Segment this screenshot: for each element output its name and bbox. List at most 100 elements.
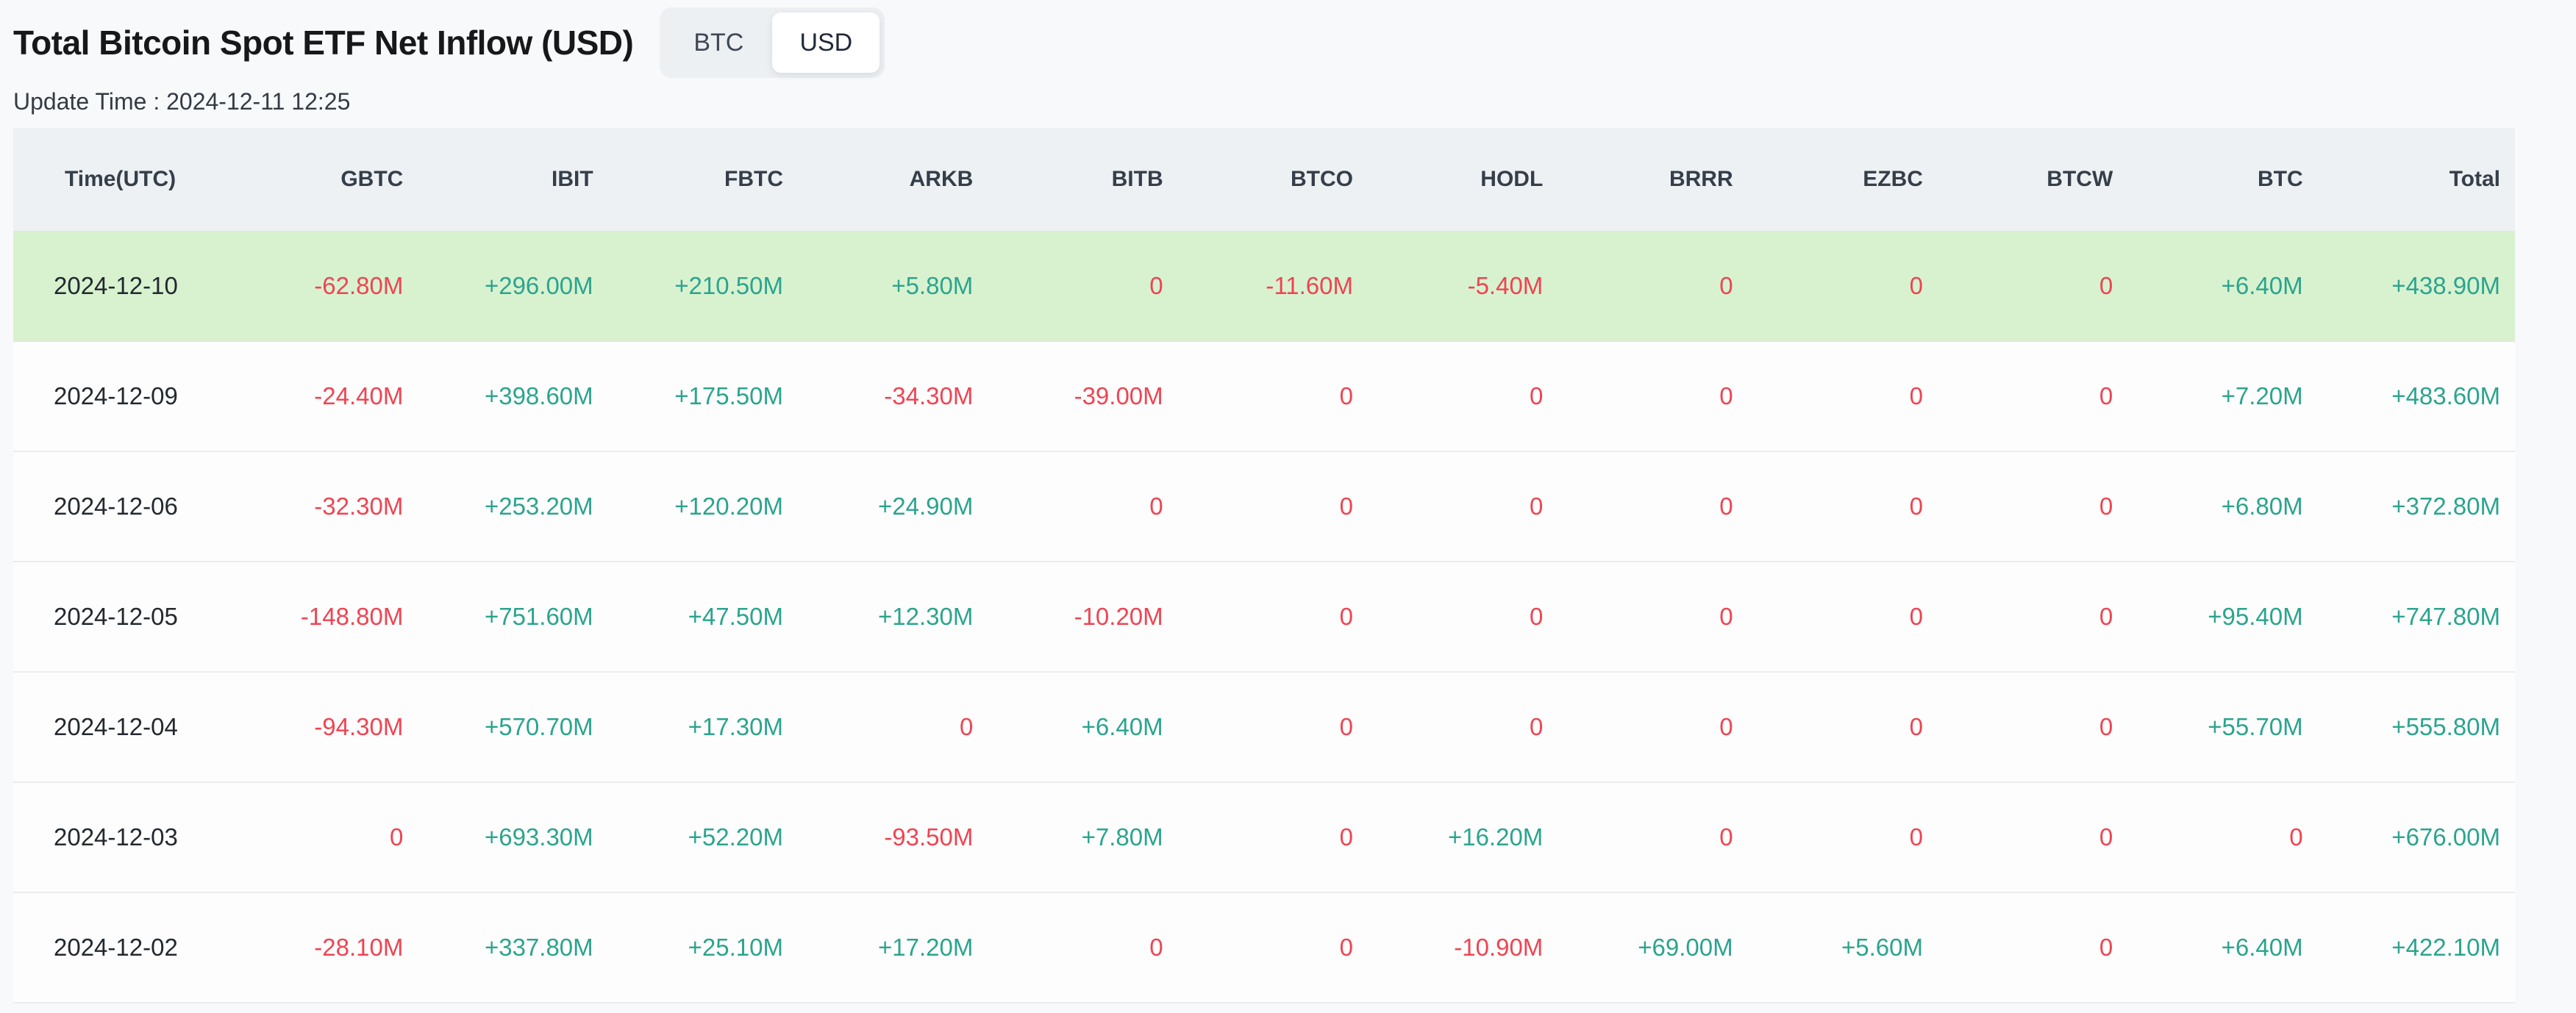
value-cell: +676.00M: [2325, 782, 2515, 893]
etf-table: Time(UTC) GBTC IBIT FBTC ARKB BITB BTCO HODL BRR…: [13, 128, 2515, 1003]
value-cell: +296.00M: [425, 231, 616, 342]
value-cell: +5.60M: [1755, 892, 1945, 1003]
header-cell-arkb: ARKB: [804, 128, 996, 231]
value-cell: +5.80M: [804, 231, 996, 342]
header-cell-bitb: BITB: [995, 128, 1185, 231]
table-row: 2024-12-03 0 +693.30M +52.20M -93.50M +7.80M 0…: [13, 782, 2515, 893]
value-cell: 0: [1755, 672, 1945, 783]
value-cell: +6.40M: [995, 672, 1185, 783]
value-cell: 0: [1565, 782, 1755, 893]
header-cell-time-utc-: Time(UTC): [13, 128, 235, 231]
value-cell: +55.70M: [2135, 672, 2325, 783]
value-cell: +7.20M: [2135, 341, 2325, 452]
value-cell: 0: [1374, 672, 1566, 783]
table-row: 2024-12-09 -24.40M +398.60M +175.50M -34.30M…: [13, 341, 2515, 452]
header-cell-total: Total: [2325, 128, 2515, 231]
value-cell: 0: [1374, 562, 1566, 673]
value-cell: +7.80M: [995, 782, 1185, 893]
value-cell: -93.50M: [804, 782, 996, 893]
header-cell-fbtc: FBTC: [615, 128, 805, 231]
value-cell: 0: [1185, 782, 1375, 893]
header-cell-hodl: HODL: [1374, 128, 1566, 231]
value-cell: 0: [1944, 562, 2136, 673]
value-cell: +438.90M: [2325, 231, 2515, 342]
header-cell-ezbc: EZBC: [1755, 128, 1945, 231]
header-cell-btc: BTC: [2135, 128, 2325, 231]
value-cell: -11.60M: [1185, 231, 1375, 342]
value-cell: 0: [1185, 341, 1375, 452]
value-cell: +555.80M: [2325, 672, 2515, 783]
value-cell: 0: [1944, 672, 2136, 783]
value-cell: 0: [995, 231, 1185, 342]
value-cell: 0: [1755, 562, 1945, 673]
value-cell: +25.10M: [615, 892, 805, 1003]
table-row: 2024-12-06 -32.30M +253.20M +120.20M +24.90M…: [13, 451, 2515, 562]
header-cell-ibit: IBIT: [425, 128, 616, 231]
value-cell: 0: [1565, 451, 1755, 562]
date-cell: 2024-12-06: [13, 451, 235, 562]
value-cell: 0: [1374, 451, 1566, 562]
value-cell: -39.00M: [995, 341, 1185, 452]
value-cell: 0: [1565, 231, 1755, 342]
value-cell: 0: [1565, 672, 1755, 783]
header-cell-brrr: BRRR: [1565, 128, 1755, 231]
value-cell: +17.20M: [804, 892, 996, 1003]
date-cell: 2024-12-10: [13, 231, 235, 342]
date-cell: 2024-12-02: [13, 892, 235, 1003]
date-cell: 2024-12-05: [13, 562, 235, 673]
date-cell: 2024-12-09: [13, 341, 235, 452]
value-cell: +52.20M: [615, 782, 805, 893]
value-cell: 0: [1185, 451, 1375, 562]
value-cell: +47.50M: [615, 562, 805, 673]
value-cell: 0: [1944, 892, 2136, 1003]
value-cell: -94.30M: [235, 672, 426, 783]
value-cell: -148.80M: [235, 562, 426, 673]
value-cell: 0: [1565, 562, 1755, 673]
value-cell: -10.90M: [1374, 892, 1566, 1003]
value-cell: 0: [1185, 562, 1375, 673]
value-cell: +24.90M: [804, 451, 996, 562]
value-cell: +6.40M: [2135, 892, 2325, 1003]
table-body: 2024-12-10 -62.80M +296.00M +210.50M +5.80M 0…: [13, 231, 2515, 1003]
value-cell: 0: [1755, 782, 1945, 893]
value-cell: -24.40M: [235, 341, 426, 452]
value-cell: +751.60M: [425, 562, 616, 673]
date-cell: 2024-12-03: [13, 782, 235, 893]
value-cell: 0: [1374, 341, 1566, 452]
table-row: 2024-12-05 -148.80M +751.60M +47.50M +12.30M…: [13, 562, 2515, 673]
toggle-option-usd[interactable]: USD: [772, 12, 880, 73]
table-row: 2024-12-02 -28.10M +337.80M +25.10M +17.20M 0…: [13, 892, 2515, 1003]
value-cell: +210.50M: [615, 231, 805, 342]
value-cell: 0: [995, 892, 1185, 1003]
value-cell: 0: [1185, 672, 1375, 783]
value-cell: +422.10M: [2325, 892, 2515, 1003]
page-header: Total Bitcoin Spot ETF Net Inflow (USD) …: [0, 0, 2576, 79]
table-header-row: Time(UTC) GBTC IBIT FBTC ARKB BITB BTCO HODL BRR…: [13, 128, 2515, 231]
date-cell: 2024-12-04: [13, 672, 235, 783]
value-cell: +337.80M: [425, 892, 616, 1003]
value-cell: -5.40M: [1374, 231, 1566, 342]
value-cell: 0: [1944, 782, 2136, 893]
toggle-option-btc[interactable]: BTC: [693, 28, 744, 57]
value-cell: -32.30M: [235, 451, 426, 562]
value-cell: +483.60M: [2325, 341, 2515, 452]
value-cell: +6.40M: [2135, 231, 2325, 342]
value-cell: -62.80M: [235, 231, 426, 342]
value-cell: -10.20M: [995, 562, 1185, 673]
value-cell: +120.20M: [615, 451, 805, 562]
value-cell: +17.30M: [615, 672, 805, 783]
value-cell: +16.20M: [1374, 782, 1566, 893]
table-row: 2024-12-04 -94.30M +570.70M +17.30M 0 +6.40M 0…: [13, 672, 2515, 783]
value-cell: 0: [1944, 231, 2136, 342]
table-row-highlighted: 2024-12-10 -62.80M +296.00M +210.50M +5.80M 0…: [13, 231, 2515, 342]
value-cell: +12.30M: [804, 562, 996, 673]
value-cell: +95.40M: [2135, 562, 2325, 673]
value-cell: +570.70M: [425, 672, 616, 783]
currency-toggle[interactable]: BTC USD: [660, 7, 885, 78]
value-cell: 0: [995, 451, 1185, 562]
page-title: Total Bitcoin Spot ETF Net Inflow (USD): [13, 24, 634, 62]
value-cell: +6.80M: [2135, 451, 2325, 562]
value-cell: +372.80M: [2325, 451, 2515, 562]
value-cell: 0: [2135, 782, 2325, 893]
header-cell-gbtc: GBTC: [235, 128, 426, 231]
